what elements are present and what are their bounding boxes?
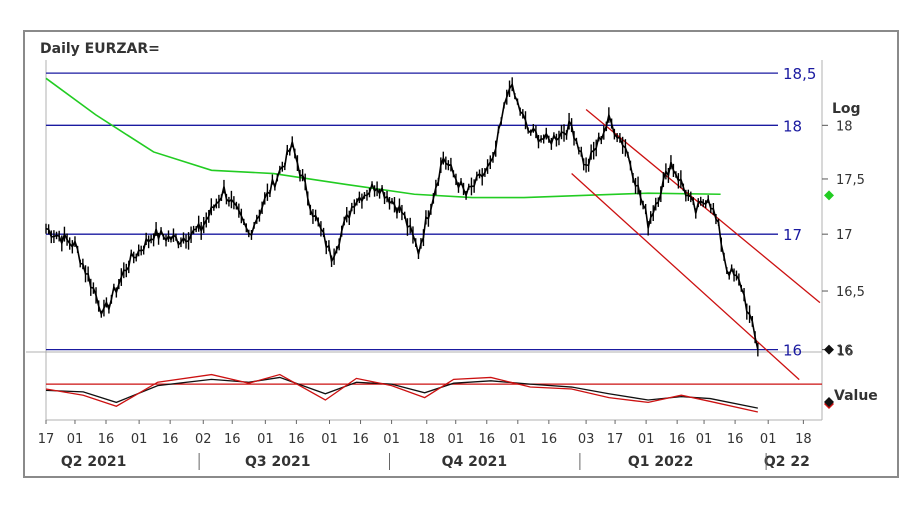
oscillator-series-1 [45, 373, 758, 413]
x-tick-label-0: 17 [38, 432, 55, 447]
oscillator-marker-black [824, 397, 834, 407]
y-tick-label-4: 16 [836, 344, 853, 359]
x-tick-label-3: 01 [131, 432, 148, 447]
level-label-2: 17 [783, 226, 802, 244]
quarter-label-3: Q1 2022 [628, 454, 693, 470]
x-tick-label-4: 16 [162, 432, 179, 447]
ma-marker [824, 190, 834, 201]
x-tick-label-1: 01 [67, 432, 84, 447]
y-tick-label-2: 17 [836, 228, 853, 243]
x-tick-label-6: 16 [224, 432, 241, 447]
level-label-1: 18 [783, 117, 802, 135]
price-marker-label: 16 [837, 345, 854, 360]
x-tick-label-9: 01 [321, 432, 338, 447]
x-axis: 17 01 16 01 16 02 16 01 16 01 16 01 18 01 16 01 16 03 17 01… [38, 420, 812, 470]
y-tick-label-0: 18 [836, 119, 853, 134]
oscillator-axis-label: Value [834, 388, 878, 404]
x-tick-label-7: 01 [257, 432, 274, 447]
quarter-label-2: Q4 2021 [442, 454, 507, 470]
channel-lower-line [571, 173, 800, 381]
x-tick-label-13: 01 [447, 432, 464, 447]
x-tick-label-11: 01 [383, 432, 400, 447]
x-tick-label-17: 03 [578, 432, 595, 447]
price-line [45, 82, 759, 350]
price-marker [824, 344, 834, 355]
y-tick-label-1: 17,5 [836, 173, 865, 188]
x-tick-label-21: 01 [696, 432, 713, 447]
x-tick-label-19: 01 [638, 432, 655, 447]
x-tick-label-20: 16 [669, 432, 686, 447]
x-tick-label-22: 16 [727, 432, 744, 447]
chart-border [23, 30, 899, 478]
x-tick-label-24: 18 [795, 432, 812, 447]
x-tick-label-18: 17 [607, 432, 624, 447]
x-tick-label-16: 16 [541, 432, 558, 447]
x-tick-label-15: 01 [510, 432, 527, 447]
x-tick-label-2: 16 [98, 432, 115, 447]
level-label-0: 18,5 [783, 65, 816, 83]
x-tick-label-8: 16 [288, 432, 305, 447]
x-tick-label-5: 02 [195, 432, 212, 447]
quarter-label-0: Q2 2021 [61, 454, 126, 470]
level-label-3: 16 [783, 342, 802, 360]
x-tick-label-10: 16 [352, 432, 369, 447]
oscillator-panel [45, 373, 834, 421]
log-axis-label: Log [832, 101, 861, 117]
price-series [45, 77, 759, 357]
chart-title: Daily EURZAR= [40, 41, 160, 57]
x-tick-label-12: 18 [418, 432, 435, 447]
y-tick-label-3: 16,5 [836, 285, 865, 300]
x-tick-label-14: 16 [478, 432, 495, 447]
oscillator-series-0 [45, 376, 758, 409]
quarter-label-1: Q3 2021 [245, 454, 310, 470]
x-tick-label-23: 01 [760, 432, 777, 447]
quarter-label-4: Q2 22 [764, 454, 810, 470]
